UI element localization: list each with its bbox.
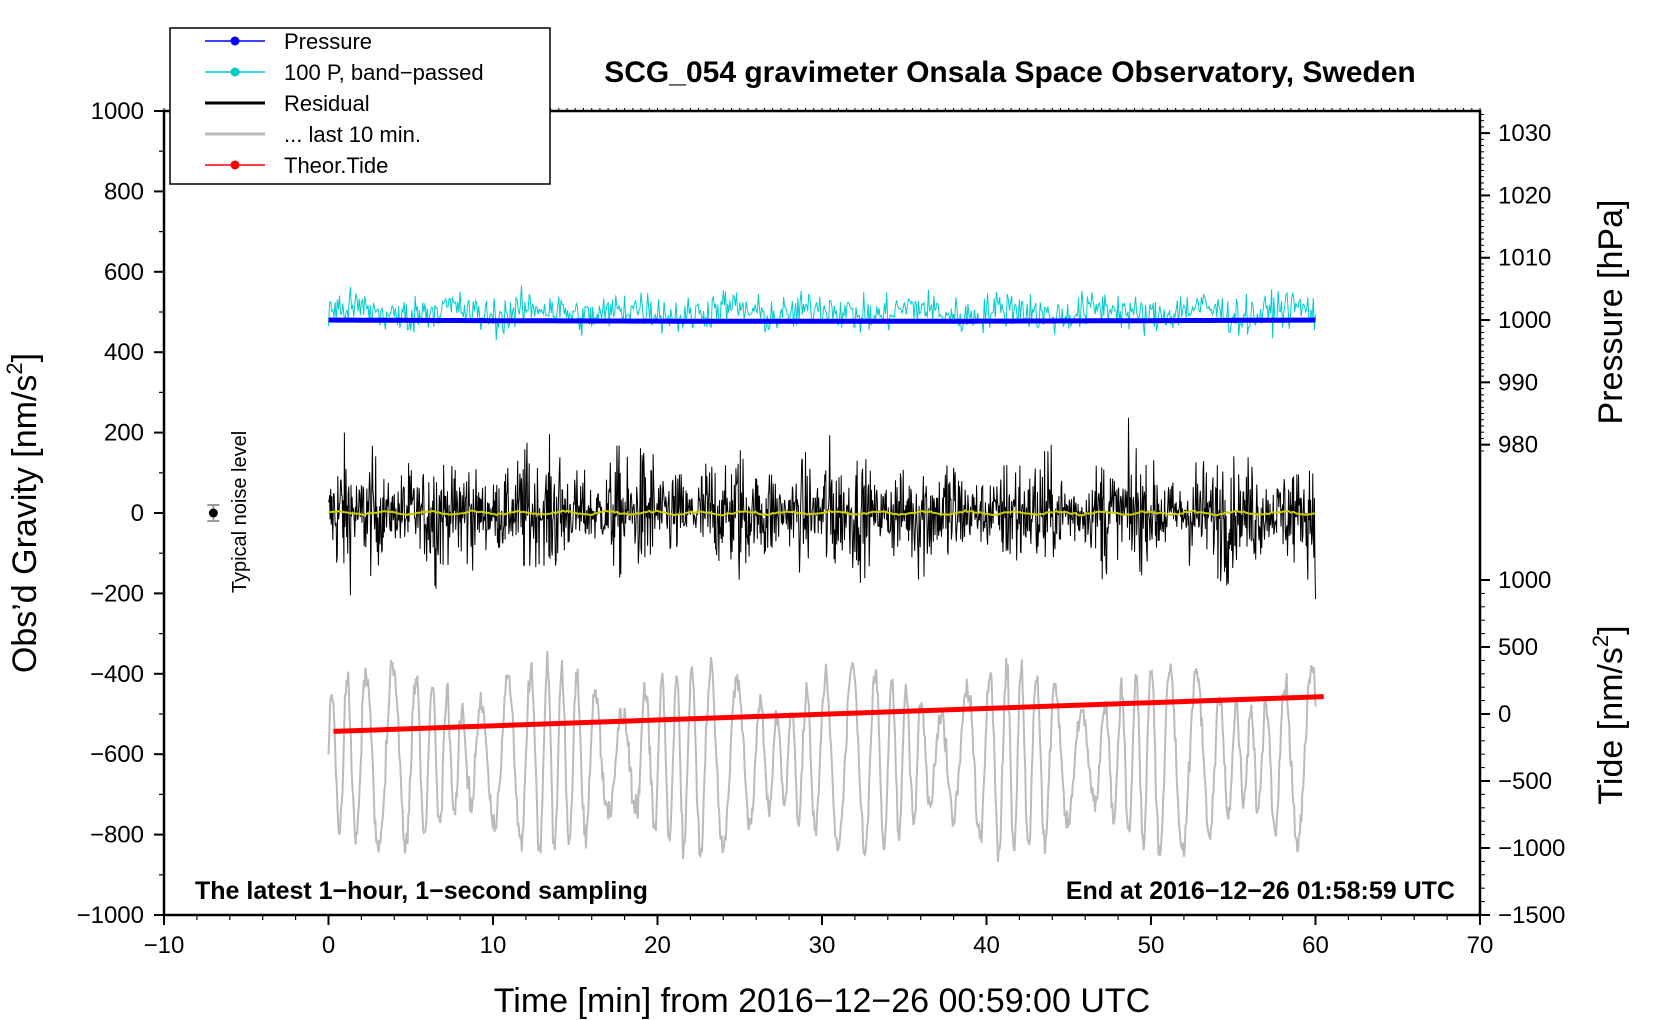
x-tick-label: −10	[144, 932, 185, 959]
y-tick-label: −800	[90, 822, 144, 849]
pressure-tick-label: 990	[1498, 369, 1538, 396]
series-bandpassed-pressure	[328, 285, 1316, 340]
y-tick-label: 1000	[91, 98, 144, 125]
y-tick-label: 200	[104, 420, 144, 447]
series-pressure	[328, 317, 1316, 324]
legend-item: Theor.Tide	[205, 153, 388, 178]
y-tick-label: 0	[131, 500, 144, 527]
y-tick-label: 400	[104, 339, 144, 366]
annotation-left: The latest 1−hour, 1−second sampling	[195, 877, 648, 905]
tide-tick-label: 1000	[1498, 567, 1551, 594]
legend-item: 100 P, band−passed	[205, 60, 484, 85]
legend-label: ... last 10 min.	[284, 122, 421, 147]
legend-item: Residual	[205, 91, 370, 116]
tide-tick-label: −1000	[1498, 835, 1565, 862]
y-tick-label: 800	[104, 178, 144, 205]
legend-marker	[230, 67, 240, 77]
legend-items: Pressure 100 P, band−passed Residual ... la…	[205, 29, 484, 178]
pressure-tick-label: 980	[1498, 432, 1538, 459]
x-tick-label: 50	[1138, 932, 1165, 959]
pressure-tick-label: 1000	[1498, 307, 1551, 334]
pressure-tick-label: 1030	[1498, 120, 1551, 147]
x-tick-label: 30	[809, 932, 836, 959]
x-tick-label: 70	[1467, 932, 1494, 959]
y-axis-pressure: 1030 1020 1010 1000 990 980	[1480, 113, 1551, 459]
noise-marker: Typical noise level	[207, 431, 251, 593]
y-tick-label: −200	[90, 580, 144, 607]
legend-item: ... last 10 min.	[205, 122, 421, 147]
chart-title: SCG_054 gravimeter Onsala Space Observat…	[604, 56, 1416, 89]
tide-tick-label: 0	[1498, 701, 1511, 728]
y-tick-label: −400	[90, 661, 144, 688]
y-tick-label: 600	[104, 259, 144, 286]
noise-point	[208, 508, 218, 518]
pressure-tick-label: 1010	[1498, 245, 1551, 272]
tide-axis-label: Tide [nm/s2]	[1588, 625, 1630, 804]
legend-marker	[230, 160, 240, 170]
tide-tick-label: −500	[1498, 768, 1552, 795]
y-axis-label: Obs’d Gravity [nm/s2]	[2, 353, 44, 673]
series-theoretical-tide	[333, 694, 1324, 734]
x-tick-label: 10	[480, 932, 507, 959]
tide-axis-label-end: ]	[1592, 625, 1630, 634]
y-axis-label-sup: 2	[2, 362, 27, 374]
y-tick-label: −600	[90, 741, 144, 768]
x-tick-label: 20	[644, 932, 671, 959]
legend-label: Pressure	[284, 29, 372, 54]
legend-label: Theor.Tide	[284, 153, 388, 178]
pressure-tick-label: 1020	[1498, 182, 1551, 209]
legend-label: Residual	[284, 91, 370, 116]
tide-tick-label: 500	[1498, 634, 1538, 661]
legend-label: 100 P, band−passed	[284, 60, 484, 85]
x-axis-label: Time [min] from 2016−12−26 00:59:00 UTC	[494, 982, 1150, 1020]
series-last-10-min	[327, 650, 1317, 862]
pressure-axis-label: Pressure [hPa]	[1592, 200, 1630, 425]
x-tick-label: 0	[322, 932, 335, 959]
noise-label: Typical noise level	[229, 431, 251, 593]
series-residual-smoothed	[328, 509, 1316, 517]
y-axis-tide: 1000 500 0 −500 −1000 −1500	[1480, 567, 1565, 929]
tide-axis-label-sup: 2	[1588, 635, 1613, 647]
tide-tick-label: −1500	[1498, 902, 1565, 929]
x-axis: −10 0 10 20 30 40 50 60 70	[144, 108, 1494, 959]
legend-item: Pressure	[205, 29, 372, 54]
x-tick-label: 40	[973, 932, 1000, 959]
y-axis-label-end: ]	[6, 353, 44, 362]
legend-marker	[230, 36, 240, 46]
legend-box	[169, 27, 551, 185]
x-tick-label: 60	[1302, 932, 1329, 959]
y-axis-left: 1000 800 600 400 200 0 −200 −400 −600 −800 −1000	[77, 98, 164, 929]
series-layer	[327, 285, 1324, 862]
annotation-right: End at 2016−12−26 01:58:59 UTC	[1066, 877, 1455, 905]
y-tick-label: −1000	[77, 902, 144, 929]
legend: Pressure 100 P, band−passed Residual ... la…	[169, 27, 551, 185]
series-residual	[328, 417, 1316, 600]
